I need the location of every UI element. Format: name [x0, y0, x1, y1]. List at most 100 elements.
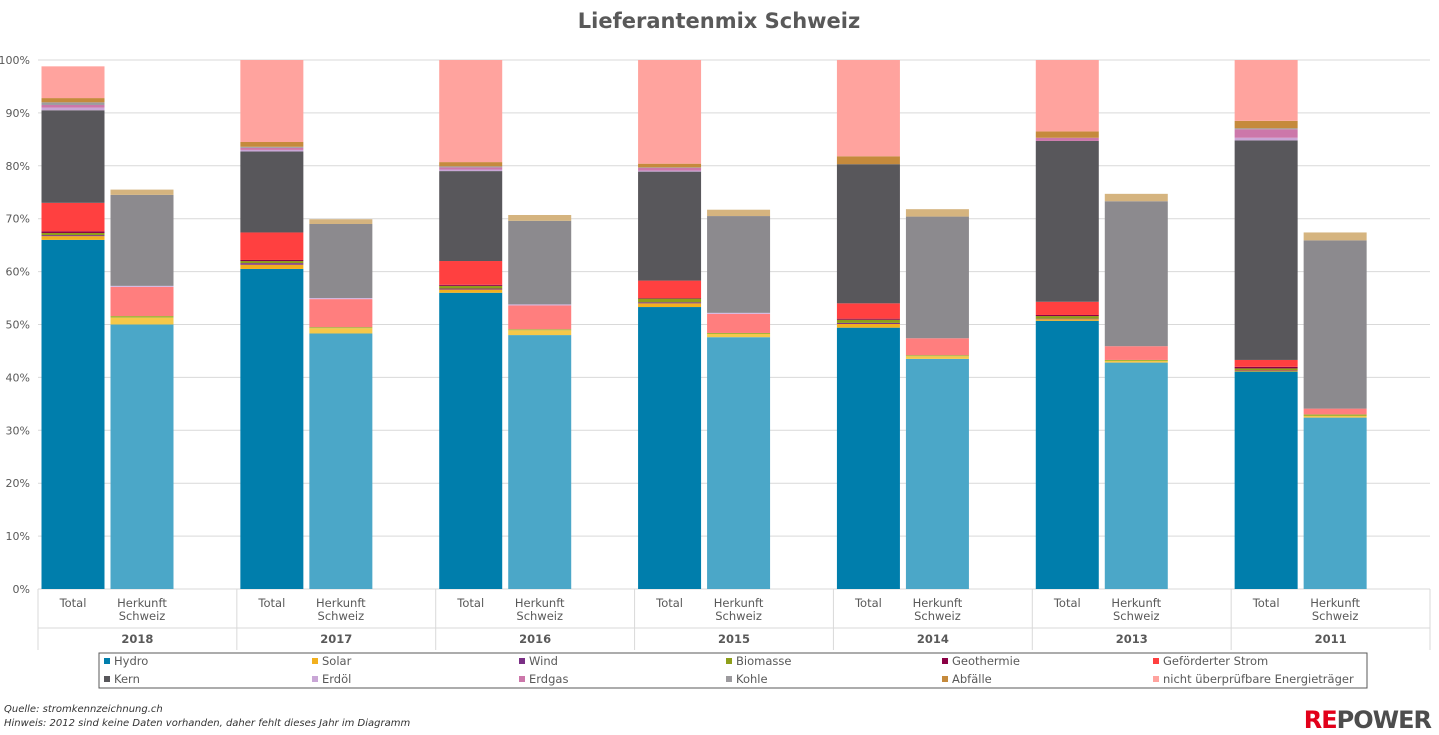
category-label: Herkunft	[117, 596, 167, 610]
bar-segment	[508, 330, 572, 336]
bar-segment	[309, 333, 373, 589]
logo-part-power: POWER	[1336, 706, 1432, 734]
y-tick-label: 30%	[6, 424, 30, 437]
hint-note: Hinweis: 2012 sind keine Daten vorhanden…	[4, 718, 411, 729]
legend-label: Geförderter Strom	[1163, 654, 1268, 668]
legend-label: Wind	[529, 654, 558, 668]
bar-segment	[1234, 368, 1298, 370]
legend-marker	[942, 676, 948, 682]
bar-segment	[439, 292, 503, 589]
y-tick-label: 10%	[6, 530, 30, 543]
bar-segment	[638, 60, 702, 164]
y-tick-label: 70%	[6, 213, 30, 226]
bar-segment	[1303, 414, 1367, 417]
bar-segment	[1104, 193, 1168, 202]
bar-segment	[836, 60, 900, 157]
bar-segment	[1234, 60, 1298, 121]
legend-label: Kohle	[736, 672, 768, 686]
bar-segment	[309, 223, 373, 299]
year-label: 2011	[1315, 632, 1347, 646]
bar-segment	[638, 167, 702, 171]
bar-segment	[1303, 232, 1367, 241]
bar-segment	[41, 66, 105, 99]
y-tick-label: 50%	[6, 319, 30, 332]
bar-segment	[240, 261, 304, 264]
bar-segment	[1104, 201, 1168, 347]
bar-segment	[508, 329, 572, 331]
category-label: Total	[456, 596, 484, 610]
bar-segment	[309, 327, 373, 329]
bar-segment	[1303, 408, 1367, 415]
bar-segment	[638, 163, 702, 168]
bar-segment	[1035, 314, 1099, 317]
bar-segment	[1035, 301, 1099, 315]
legend-marker	[942, 658, 948, 664]
bar-segment	[240, 149, 304, 152]
bar-segment	[1234, 129, 1298, 138]
bar-segment	[240, 259, 304, 262]
bar-segment	[1035, 319, 1099, 321]
bar-segment	[707, 209, 771, 217]
legend-label: Biomasse	[736, 654, 791, 668]
legend-label: Erdöl	[322, 672, 351, 686]
category-label: Total	[59, 596, 87, 610]
bar-segment	[707, 337, 771, 589]
bars	[41, 60, 1367, 590]
bar-segment	[41, 236, 105, 240]
y-tick-label: 90%	[6, 107, 30, 120]
bar-segment	[41, 202, 105, 232]
year-label: 2016	[519, 632, 551, 646]
bar-segment	[1234, 366, 1298, 369]
bar-segment	[1234, 369, 1298, 371]
legend-label: Kern	[114, 672, 140, 686]
year-label: 2014	[917, 632, 949, 646]
bar-segment	[707, 216, 771, 313]
category-label: Schweiz	[516, 609, 563, 623]
bar-segment	[1035, 131, 1099, 138]
legend-label: Solar	[322, 654, 352, 668]
bar-segment	[905, 355, 969, 357]
category-label: Herkunft	[714, 596, 764, 610]
logo-part-re: RE	[1303, 706, 1338, 734]
bar-segment	[439, 284, 503, 286]
bar-segment	[836, 327, 900, 589]
bar-segment	[439, 171, 503, 262]
bar-segment	[1234, 128, 1298, 130]
bar-segment	[836, 303, 900, 319]
bar-segment	[1234, 137, 1298, 141]
year-label: 2013	[1116, 632, 1148, 646]
bar-segment	[240, 141, 304, 147]
year-label: 2017	[320, 632, 352, 646]
bar-segment	[240, 146, 304, 148]
bar-segment	[41, 110, 105, 203]
legend-label: Erdgas	[529, 672, 568, 686]
bar-segment	[439, 169, 503, 172]
legend-label: nicht überprüfbare Energieträger	[1163, 672, 1354, 686]
bar-segment	[1035, 320, 1099, 589]
bar-segment	[905, 216, 969, 339]
bar-segment	[240, 263, 304, 265]
category-label: Total	[1252, 596, 1280, 610]
y-tick-label: 60%	[6, 266, 30, 279]
bar-segment	[638, 307, 702, 589]
chart-title: Lieferantenmix Schweiz	[578, 9, 860, 33]
bar-segment	[836, 318, 900, 320]
bar-segment	[638, 302, 702, 304]
bar-segment	[41, 235, 105, 237]
legend: Hydro Solar Wind Biomasse Geothermie Geförder…	[98, 652, 1368, 689]
bar-segment	[439, 289, 503, 293]
bar-segment	[439, 167, 503, 170]
category-label: Schweiz	[914, 609, 961, 623]
bar-segment	[240, 232, 304, 260]
bar-segment	[836, 323, 900, 328]
category-label: Herkunft	[316, 596, 366, 610]
category-label: Schweiz	[1312, 609, 1359, 623]
bar-segment	[439, 261, 503, 285]
bar-segment	[508, 335, 572, 589]
legend-marker	[726, 676, 732, 682]
bar-segment	[41, 239, 105, 590]
bar-segment	[309, 298, 373, 300]
bar-segment	[240, 60, 304, 142]
bar-segment	[439, 288, 503, 290]
